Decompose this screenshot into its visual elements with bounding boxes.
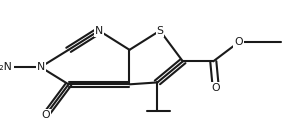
Text: N: N [36,62,45,72]
Text: H₂N: H₂N [0,62,13,72]
Text: N: N [95,26,103,36]
Text: O: O [41,110,50,120]
Text: O: O [234,37,243,47]
Text: S: S [157,26,164,36]
Text: O: O [211,83,220,93]
